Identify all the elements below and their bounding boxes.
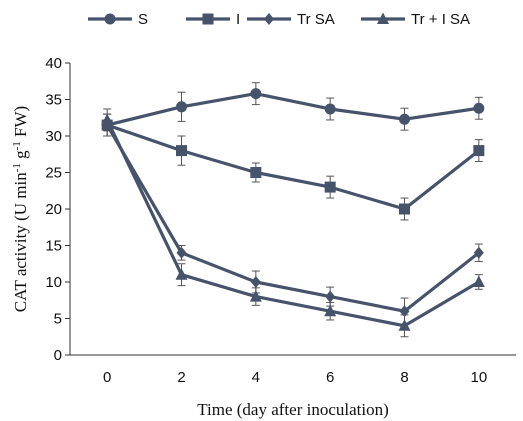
data-point [473,102,485,114]
legend-marker [104,13,116,25]
data-point [473,246,484,259]
y-axis-title-superscript: -1 [11,163,23,172]
series-i [101,113,485,221]
data-point [399,305,410,318]
legend-label: I [236,11,240,28]
y-tick-label: 40 [45,55,62,72]
y-axis-title-part: CAT activity (U min [11,172,30,312]
data-point [472,275,485,287]
legend-label: Tr SA [297,11,335,28]
data-point [101,113,114,125]
legend-marker [202,13,214,25]
data-point [250,88,262,100]
x-tick-label: 8 [400,369,408,386]
x-tick-label: 10 [470,369,487,386]
y-axis-ticks: 0 5 10 15 20 25 30 35 40 [45,55,70,364]
series-line [106,92,480,127]
plot-area [101,82,485,338]
y-tick-label: 25 [45,165,62,182]
data-point [398,319,411,331]
data-point [399,203,410,215]
series-line [105,124,480,313]
y-tick-label: 0 [54,347,62,364]
x-tick-label: 2 [177,369,185,386]
series-tr-i-sa [101,108,485,338]
data-point [324,181,336,193]
data-point [399,113,410,125]
x-tick-label: 0 [103,369,111,386]
legend-marker [377,12,389,24]
data-point [324,103,336,115]
data-point [325,290,336,303]
y-tick-label: 35 [45,92,62,109]
legend-item: Tr SA [247,11,335,28]
series-line [106,123,480,211]
data-point [250,167,262,178]
data-point [176,101,187,113]
legend-item: I [186,11,240,28]
x-axis-ticks: 0 2 4 6 8 10 [103,369,487,386]
y-axis-title: CAT activity (U min-1 g-1 FW) [11,106,30,312]
y-tick-label: 10 [45,274,62,291]
x-axis-title: Time (day after inoculation) [197,400,389,419]
legend-label: S [138,11,148,28]
legend: S I Tr SA Tr + I SA [88,11,470,28]
series-line [105,119,480,328]
x-tick-label: 6 [326,369,334,386]
legend-label: Tr + I SA [411,11,470,28]
y-axis-title-superscript: -1 [11,141,23,150]
data-point [249,290,262,302]
data-point [473,145,485,157]
legend-item: S [88,11,148,28]
y-tick-label: 20 [45,201,62,218]
x-tick-label: 4 [252,369,260,386]
data-point [176,246,187,259]
y-tick-label: 15 [45,238,62,255]
data-point [175,268,188,280]
data-point [176,145,187,157]
legend-marker [264,13,274,25]
series-tr-sa [102,113,484,325]
series-s [101,82,485,137]
y-tick-label: 5 [54,311,62,328]
y-axis-title-part: g [11,150,30,163]
y-axis-title-part: FW) [11,106,30,141]
legend-item: Tr + I SA [361,11,470,28]
data-point [324,304,337,317]
y-tick-label: 30 [45,128,62,145]
data-point [250,276,261,288]
